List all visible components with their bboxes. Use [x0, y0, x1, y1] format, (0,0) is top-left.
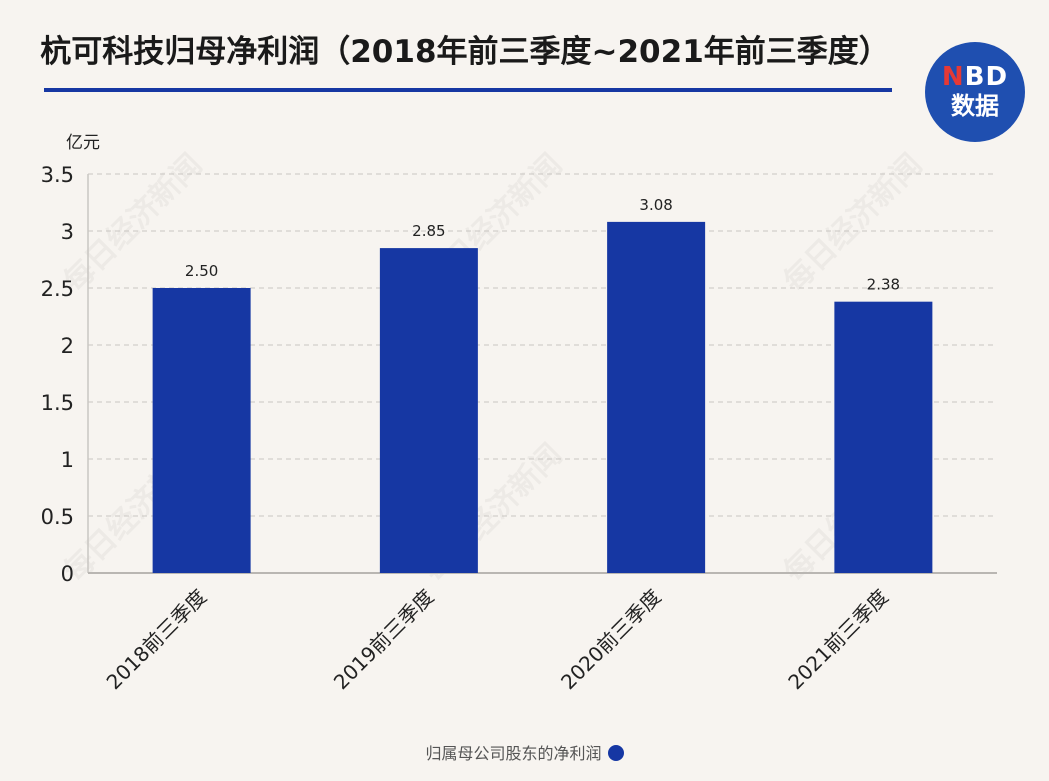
y-tick-label: 1 — [61, 448, 74, 472]
legend: 归属母公司股东的净利润 — [0, 740, 1049, 764]
watermark: 每日经济新闻 — [777, 147, 929, 299]
x-tick-label: 2018前三季度 — [102, 585, 212, 695]
y-tick-label: 3.5 — [41, 163, 74, 187]
legend-swatch — [607, 745, 624, 761]
y-tick-label: 0.5 — [41, 505, 74, 529]
nbd-logo: NBD 数据 — [925, 42, 1025, 142]
legend-label: 归属母公司股东的净利润 — [425, 744, 602, 763]
logo-wordmark: NBD — [941, 62, 1009, 92]
data-label: 2.85 — [412, 222, 445, 240]
x-tick-label: 2021前三季度 — [783, 585, 893, 695]
title-underline — [44, 88, 892, 92]
chart-title: 杭可科技归母净利润（2018年前三季度~2021年前三季度） — [40, 34, 890, 70]
bar — [379, 248, 478, 573]
data-label: 2.38 — [867, 276, 900, 294]
y-tick-label: 1.5 — [41, 391, 74, 415]
bar — [152, 288, 251, 573]
data-label: 2.50 — [185, 262, 218, 280]
y-tick-label: 0 — [61, 562, 74, 586]
bar — [607, 221, 706, 573]
y-axis-label: 亿元 — [66, 133, 100, 153]
bar — [834, 301, 933, 573]
logo-caption: 数据 — [951, 92, 999, 120]
y-tick-label: 2 — [61, 334, 74, 358]
y-tick-label: 2.5 — [41, 277, 74, 301]
y-tick-label: 3 — [61, 220, 74, 244]
x-tick-label: 2019前三季度 — [329, 585, 439, 695]
x-tick-label: 2020前三季度 — [556, 585, 666, 695]
data-label: 3.08 — [639, 196, 672, 214]
